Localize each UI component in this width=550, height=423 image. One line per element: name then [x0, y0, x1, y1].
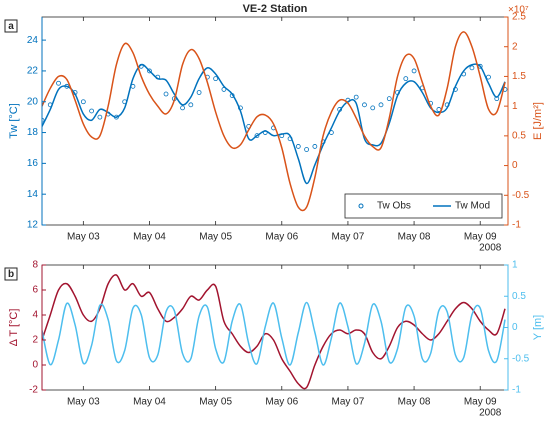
obs-marker [403, 76, 409, 82]
x-tick-label: May 05 [199, 232, 232, 243]
series-line [42, 301, 506, 366]
y2-exponent: ×10⁷ [508, 5, 529, 16]
y2-tick-label: -0.5 [512, 190, 530, 201]
panel-label-box [4, 19, 18, 33]
y2-tick-label: 1 [512, 260, 518, 271]
obs-marker [188, 102, 194, 108]
plot-area [42, 31, 508, 212]
y2-tick-label: 0.5 [512, 130, 526, 141]
y2-tick-label: 0.5 [512, 291, 526, 302]
y-tick-label: 2 [32, 335, 38, 346]
y2-tick-label: -0.5 [512, 353, 530, 364]
x-tick-label: May 04 [133, 397, 166, 408]
legend-label: Tw Obs [377, 201, 411, 212]
obs-marker [370, 105, 376, 111]
y2-tick-label: 2 [512, 41, 518, 52]
y-tick-label: 20 [27, 96, 39, 107]
y2-axis-label: E [J/m²] [532, 102, 544, 140]
x-tick-label: May 08 [398, 397, 431, 408]
x-tick-label: May 05 [199, 397, 232, 408]
y-tick-label: 0 [32, 360, 38, 371]
x-tick-label: May 07 [332, 397, 365, 408]
obs-marker [80, 99, 86, 105]
x-tick-label: May 07 [332, 232, 365, 243]
y2-tick-label: -1 [512, 385, 521, 396]
year-label: 2008 [479, 243, 502, 254]
series-line [42, 63, 506, 185]
obs-marker [147, 68, 152, 74]
x-tick-label: May 09 [464, 232, 497, 243]
series-line [42, 31, 506, 212]
x-tick-label: May 08 [398, 232, 431, 243]
x-tick-label: May 04 [133, 232, 166, 243]
plot-area [42, 274, 506, 390]
obs-marker [180, 105, 185, 111]
obs-marker [411, 68, 417, 74]
obs-marker [378, 102, 384, 108]
panel-label: a [8, 21, 14, 32]
legend-label: Tw Mod [455, 201, 490, 212]
obs-marker [213, 76, 219, 82]
legend-box [344, 193, 503, 219]
y-axis-label: Δ T [°C] [8, 309, 20, 347]
y2-tick-label: 1 [512, 101, 518, 112]
x-tick-label: May 09 [464, 397, 497, 408]
obs-marker [254, 133, 260, 139]
series-line [42, 274, 506, 390]
x-tick-label: May 06 [265, 397, 298, 408]
obs-marker [97, 114, 103, 120]
legend-marker [358, 203, 364, 209]
y2-tick-label: 0 [512, 160, 518, 171]
obs-marker [56, 80, 61, 86]
y2-tick-label: 1.5 [512, 71, 526, 82]
y2-tick-label: 0 [512, 322, 518, 333]
chart-title: VE-2 Station [243, 3, 308, 15]
y-tick-label: -2 [29, 385, 38, 396]
y-tick-label: 14 [27, 189, 39, 200]
obs-marker [295, 144, 301, 149]
y-tick-label: 6 [32, 285, 38, 296]
x-tick-label: May 03 [67, 232, 100, 243]
obs-marker [469, 65, 475, 71]
y-tick-label: 22 [27, 66, 39, 77]
obs-marker [353, 94, 359, 100]
obs-marker [486, 74, 491, 80]
obs-marker [89, 108, 95, 114]
obs-marker [196, 90, 202, 95]
y2-tick-label: 2.5 [512, 12, 526, 23]
axes-box [41, 264, 509, 391]
obs-marker [42, 117, 45, 123]
y-tick-label: 4 [32, 310, 38, 321]
y-axis-label: Tw [°C] [8, 103, 20, 139]
y-tick-label: 8 [32, 260, 38, 271]
obs-marker [312, 144, 318, 149]
y-tick-label: 24 [27, 35, 39, 46]
panel-label: b [8, 269, 14, 280]
obs-marker [386, 96, 392, 102]
obs-marker [362, 102, 367, 108]
x-tick-label: May 06 [265, 232, 298, 243]
y2-tick-label: -1 [512, 220, 521, 231]
y2-axis-label: Y [m] [532, 315, 544, 340]
panel-label-box [4, 267, 18, 281]
y-tick-label: 18 [27, 127, 39, 138]
year-label: 2008 [479, 408, 502, 419]
y-tick-label: 12 [27, 220, 39, 231]
x-tick-label: May 03 [67, 397, 100, 408]
obs-marker [163, 91, 169, 97]
y-tick-label: 16 [27, 158, 39, 169]
obs-marker [304, 147, 309, 152]
